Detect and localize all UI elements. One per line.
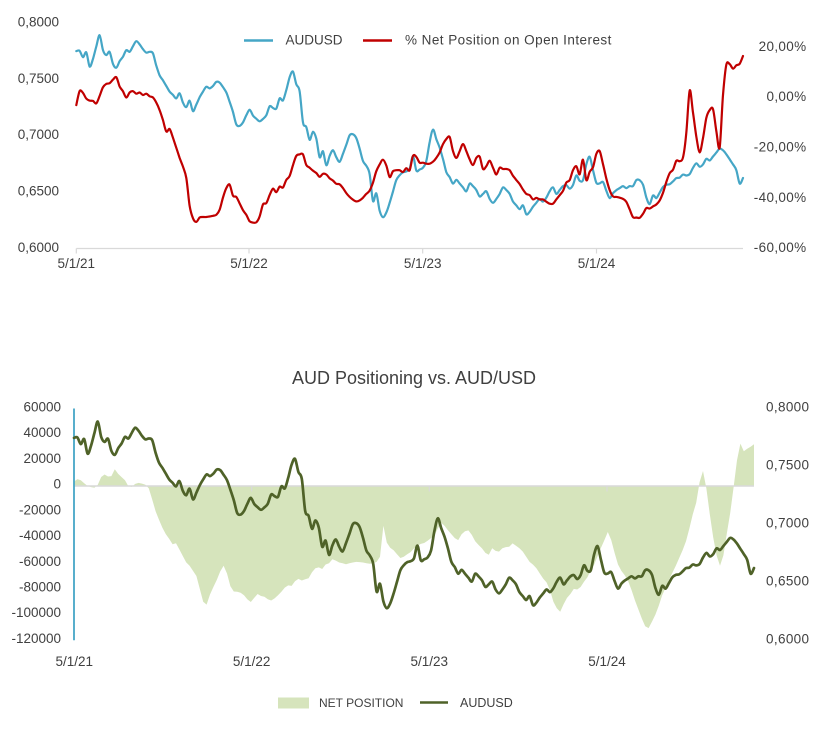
svg-text:5/1/24: 5/1/24 — [588, 654, 626, 669]
svg-text:5/1/22: 5/1/22 — [230, 256, 268, 271]
svg-text:5/1/22: 5/1/22 — [233, 654, 271, 669]
svg-text:0,6500: 0,6500 — [766, 573, 809, 588]
svg-text:0: 0 — [53, 477, 61, 492]
svg-text:0,6500: 0,6500 — [18, 184, 59, 199]
svg-text:-20000: -20000 — [19, 502, 61, 517]
svg-text:0,8000: 0,8000 — [766, 399, 809, 414]
svg-text:60000: 60000 — [23, 399, 61, 414]
svg-text:0,7500: 0,7500 — [766, 457, 809, 472]
svg-text:20,00%: 20,00% — [759, 39, 807, 54]
svg-text:-40000: -40000 — [19, 528, 61, 543]
svg-text:40000: 40000 — [23, 425, 61, 440]
svg-text:-20,00%: -20,00% — [754, 139, 807, 154]
svg-text:5/1/21: 5/1/21 — [58, 256, 96, 271]
svg-text:5/1/23: 5/1/23 — [404, 256, 442, 271]
svg-text:5/1/21: 5/1/21 — [56, 654, 94, 669]
svg-text:-80000: -80000 — [19, 579, 61, 594]
svg-text:AUD Positioning vs. AUD/USD: AUD Positioning vs. AUD/USD — [292, 368, 536, 388]
svg-text:AUDUSD: AUDUSD — [460, 696, 513, 710]
svg-text:5/1/24: 5/1/24 — [578, 256, 616, 271]
svg-text:-60,00%: -60,00% — [754, 240, 807, 255]
svg-text:20000: 20000 — [23, 451, 61, 466]
svg-text:0,00%: 0,00% — [766, 89, 806, 104]
svg-text:0,7500: 0,7500 — [18, 71, 59, 86]
svg-text:0,6000: 0,6000 — [766, 631, 809, 646]
svg-text:0,8000: 0,8000 — [18, 14, 59, 29]
svg-text:0,6000: 0,6000 — [18, 240, 59, 255]
svg-text:AUDUSD: AUDUSD — [286, 33, 343, 48]
svg-text:0,7000: 0,7000 — [18, 127, 59, 142]
svg-text:NET POSITION: NET POSITION — [319, 696, 403, 710]
svg-text:-40,00%: -40,00% — [754, 190, 807, 205]
svg-text:-120000: -120000 — [11, 631, 61, 646]
svg-text:-100000: -100000 — [11, 605, 61, 620]
svg-text:0,7000: 0,7000 — [766, 515, 809, 530]
svg-text:% Net Position on Open Interes: % Net Position on Open Interest — [405, 33, 612, 48]
svg-text:-60000: -60000 — [19, 554, 61, 569]
svg-text:5/1/23: 5/1/23 — [411, 654, 449, 669]
